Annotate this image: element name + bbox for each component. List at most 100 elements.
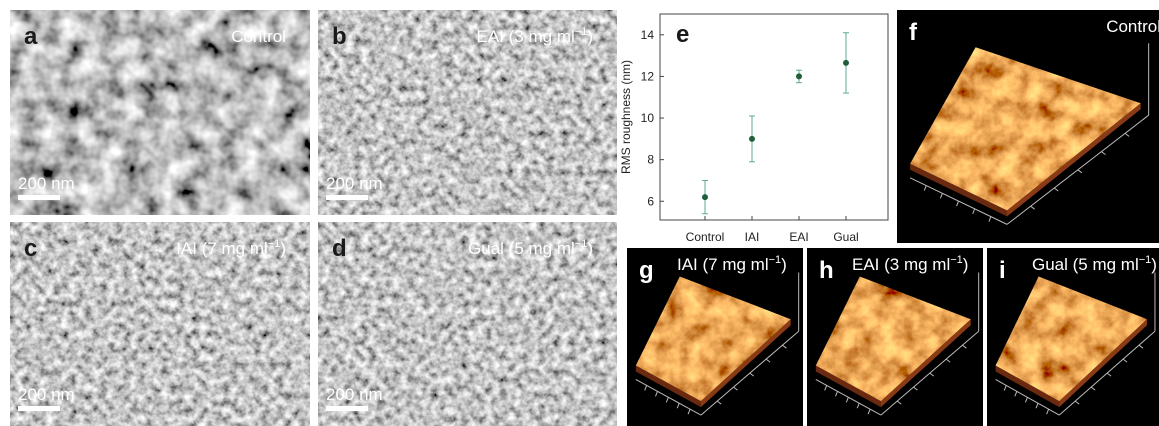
afm-axis-tick [676, 403, 680, 409]
caption-part: EAI (3 mg ml [477, 27, 575, 46]
superscript: −1 [575, 238, 588, 250]
caption: EAI (3 mg ml−1) [852, 254, 968, 274]
afm-axis-tick [824, 385, 828, 391]
sem-image [10, 222, 310, 426]
caption: Gual (5 mg ml−1) [1032, 254, 1157, 274]
scale-bar [326, 195, 368, 200]
afm-axis-tick [1077, 169, 1083, 174]
data-point [702, 194, 708, 201]
afm-axis-tick [856, 403, 860, 409]
afm-side [1007, 103, 1141, 217]
caption: IAI (7 mg ml−1) [176, 238, 286, 258]
afm-axis-tick [1101, 151, 1106, 155]
afm-surface [910, 47, 1141, 211]
superscript: −1 [950, 254, 963, 266]
superscript: −1 [575, 26, 588, 38]
caption-part: ) [963, 255, 969, 274]
superscript: −1 [1139, 254, 1152, 266]
scale-bar-label: 200 nm [326, 174, 383, 193]
panel-letter: g [639, 257, 654, 284]
scale-bar-label: 200 nm [18, 385, 75, 404]
y-tick-label: 8 [647, 153, 654, 167]
scale-bar [326, 406, 368, 411]
caption-part: Control [1106, 17, 1159, 36]
afm-side [635, 365, 701, 408]
caption: Control [231, 27, 286, 46]
y-tick-label: 10 [641, 111, 655, 125]
afm-axis-tick [1035, 403, 1039, 409]
afm-axis-tick [962, 344, 967, 349]
scale-bar-label: 200 nm [18, 174, 75, 193]
afm-axis-tick [867, 408, 871, 415]
afm-axis-tick [1053, 187, 1059, 192]
afm-side [910, 163, 1008, 217]
y-tick-label: 6 [647, 194, 654, 208]
plot-frame [659, 13, 889, 221]
caption-part: ) [587, 27, 593, 46]
afm-axis-tick [1074, 400, 1080, 405]
data-point [749, 135, 755, 142]
caption: Control [1106, 17, 1159, 36]
afm-axis-tick [929, 372, 935, 377]
scale-bar-label: 200 nm [326, 385, 383, 404]
afm-side [700, 319, 791, 408]
panel-letter: h [819, 257, 834, 284]
afm-axis-tick [1090, 386, 1096, 391]
afm-axis-tick [665, 397, 669, 403]
afm-axis-tick [939, 193, 943, 199]
afm-side [995, 365, 1060, 408]
data-point [796, 73, 802, 80]
afm-axis-tick [687, 408, 691, 415]
caption-part: IAI (7 mg ml [176, 239, 268, 258]
afm-axis-tick [655, 391, 658, 397]
caption-part: ) [280, 239, 286, 258]
sem-image [318, 222, 617, 426]
afm-axis-tick [644, 385, 648, 391]
afm-axis-tick [913, 386, 918, 391]
afm-axis-tick [896, 400, 902, 405]
panel-letter: c [24, 235, 37, 262]
afm-axis-tick [716, 400, 722, 405]
y-tick-label: 14 [641, 28, 655, 42]
x-tick-label: IAI [745, 230, 760, 244]
sem-image [10, 10, 310, 215]
afm-axis-tick [1024, 397, 1028, 403]
y-tick-label: 12 [641, 69, 655, 83]
panel-letter: i [999, 257, 1006, 284]
afm-axis-tick [1046, 408, 1050, 415]
caption: Gual (5 mg ml−1) [468, 238, 593, 258]
caption-part: Control [231, 27, 286, 46]
afm-side [1059, 319, 1147, 408]
y-axis-label: RMS roughness (nm) [619, 60, 633, 174]
afm-axis-tick [1124, 132, 1130, 137]
data-point [843, 59, 849, 66]
afm-side [815, 365, 881, 408]
caption-part: Gual (5 mg ml [1032, 255, 1139, 274]
afm-axis-tick [765, 358, 771, 363]
afm-surface [995, 276, 1147, 402]
caption-part: EAI (3 mg ml [852, 255, 950, 274]
afm-surface [815, 276, 971, 402]
caption-part: ) [781, 255, 787, 274]
afm-axis-tick [1122, 358, 1128, 363]
sem-image [318, 10, 617, 215]
afm-axis-tick [749, 372, 755, 377]
afm-axis-tick [835, 391, 838, 397]
caption-part: ) [1151, 255, 1157, 274]
panel-letter: b [332, 23, 347, 50]
superscript: −1 [268, 238, 281, 250]
caption-part: IAI (7 mg ml [677, 255, 769, 274]
panel-letter: e [676, 21, 689, 48]
afm-axis-tick [988, 216, 992, 222]
caption: EAI (3 mg ml−1) [477, 26, 593, 46]
afm-axis-tick [923, 185, 927, 191]
superscript: −1 [769, 254, 782, 266]
caption-part: Gual (5 mg ml [468, 239, 575, 258]
afm-axis-tick [945, 358, 951, 363]
afm-axis-tick [972, 208, 976, 215]
afm-axis-tick [1138, 344, 1144, 349]
afm-axis-tick [782, 344, 787, 349]
scale-bar [18, 195, 60, 200]
